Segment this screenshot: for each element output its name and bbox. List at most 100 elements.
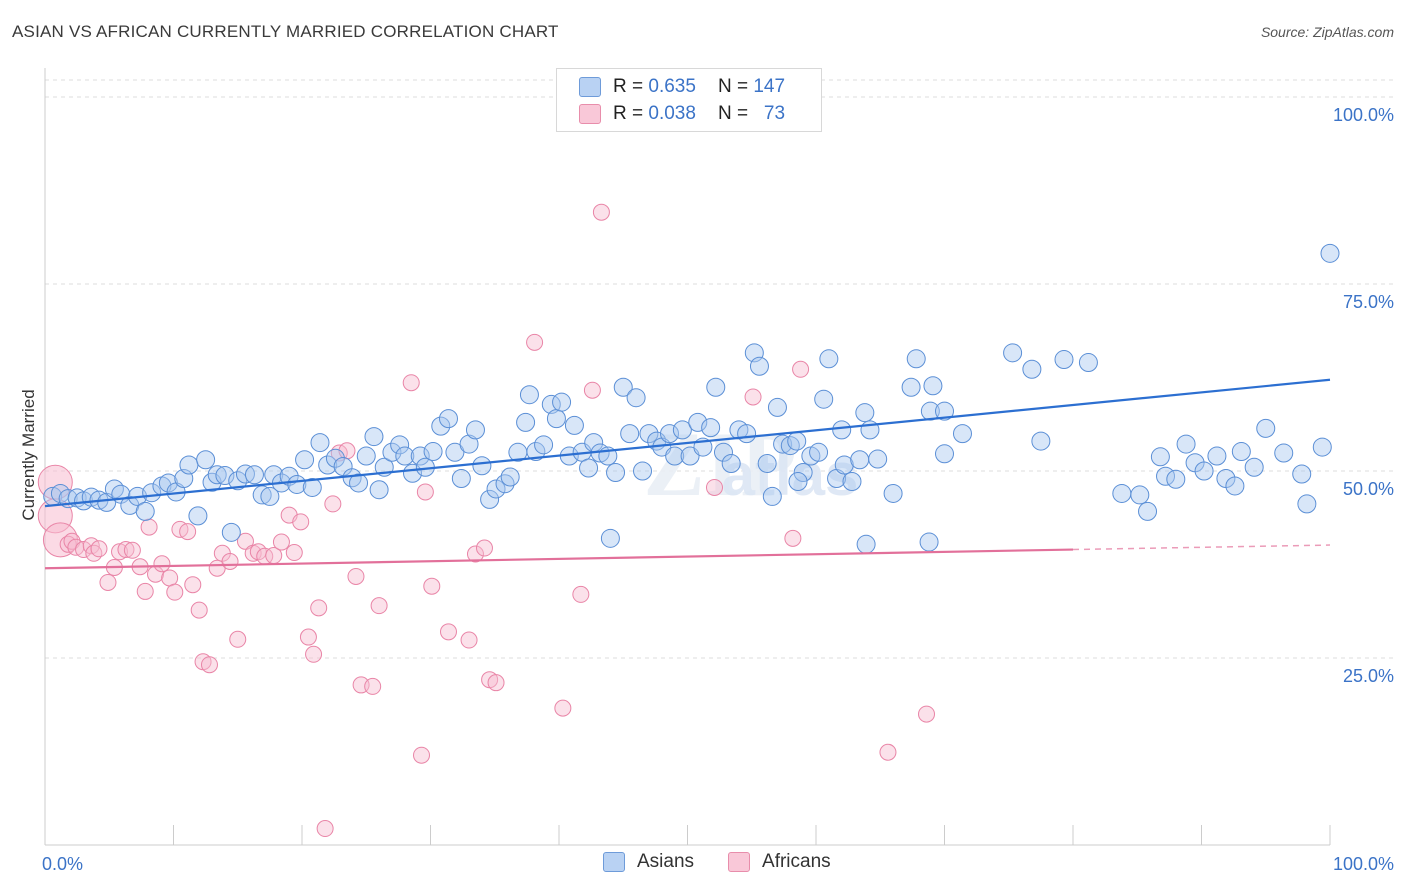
africans-legend-swatch [728, 852, 751, 872]
legend-row-africans: R = 0.038 N = 73 [579, 102, 785, 126]
point-asian-128 [1031, 431, 1051, 451]
point-asian-129 [1054, 350, 1074, 370]
point-asian-61 [486, 479, 506, 499]
point-asian-94 [706, 377, 726, 397]
point-asian-65 [516, 412, 536, 432]
africans-n-label: N = [717, 103, 749, 124]
point-asian-28 [252, 485, 272, 505]
point-asian-84 [639, 424, 659, 444]
point-asian-120 [901, 377, 921, 397]
point-asian-58 [465, 420, 485, 440]
point-asian-93 [701, 418, 721, 438]
point-african-30 [221, 553, 239, 571]
point-african-52 [402, 374, 420, 392]
point-asian-123 [923, 376, 943, 396]
y-tick-label-25: 25.0% [1343, 666, 1394, 686]
point-asian-124 [935, 444, 954, 464]
asians-r-label: R = [613, 76, 644, 97]
point-asian-100 [749, 356, 769, 376]
point-african-20 [161, 569, 179, 587]
point-asian-142 [1231, 442, 1251, 462]
point-asian-62 [495, 474, 515, 494]
point-asian-147 [1297, 494, 1317, 514]
point-asian-18 [179, 455, 199, 475]
point-asian-52 [423, 442, 443, 462]
point-asian-38 [325, 448, 345, 468]
asians-swatch [579, 77, 601, 97]
point-asian-35 [302, 477, 322, 497]
point-african-65 [583, 381, 601, 399]
point-african-42 [305, 645, 323, 663]
point-african-71 [879, 743, 897, 761]
asians-legend-swatch [603, 852, 625, 872]
point-asian-56 [451, 468, 471, 488]
point-asian-46 [382, 442, 402, 462]
point-asian-29 [260, 486, 280, 506]
x-tick-label-min: 0.0% [42, 854, 83, 874]
point-asian-22 [207, 465, 227, 485]
point-asian-101 [757, 454, 777, 474]
point-asian-96 [721, 454, 741, 474]
point-asian-107 [793, 462, 813, 482]
point-african-67 [705, 478, 723, 496]
point-asian-63 [500, 467, 520, 487]
point-african-17 [140, 518, 158, 536]
point-african-48 [347, 567, 365, 585]
point-asian-19 [188, 506, 208, 526]
point-asian-127 [1022, 359, 1042, 379]
asians-n-label: N = [717, 76, 749, 97]
point-african-31 [229, 630, 247, 648]
point-asian-149 [1320, 243, 1340, 263]
x-tick-label-max: 100.0% [1333, 854, 1394, 874]
y-tick-label-75: 75.0% [1343, 292, 1394, 312]
point-african-25 [190, 601, 208, 619]
africans-swatch [579, 104, 601, 124]
point-asian-41 [349, 473, 369, 493]
point-asian-121 [906, 349, 926, 369]
point-asian-143 [1244, 457, 1264, 477]
point-african-59 [475, 539, 493, 557]
legend-item-asians[interactable]: Asians [603, 851, 694, 873]
point-asian-81 [620, 424, 640, 444]
point-african-14 [123, 541, 141, 559]
asians-r-value: 0.635 [648, 76, 696, 97]
point-asian-125 [952, 424, 972, 444]
point-african-57 [460, 631, 478, 649]
point-asian-151 [856, 534, 876, 554]
point-african-9 [90, 540, 108, 558]
legend-row-asians: R = 0.635 N = 147 [579, 75, 785, 99]
point-asian-68 [534, 435, 554, 455]
point-asian-152 [600, 528, 620, 548]
point-asian-79 [606, 462, 626, 482]
watermark: ZIP [643, 413, 796, 515]
point-african-68 [744, 388, 762, 406]
point-asian-154 [1112, 483, 1132, 503]
point-african-21 [166, 583, 184, 601]
point-african-64 [572, 585, 590, 603]
point-asian-27 [244, 465, 264, 485]
point-asian-87 [660, 424, 680, 444]
point-asian-146 [1292, 464, 1312, 484]
africans-n-value: 73 [763, 103, 786, 124]
point-african-45 [324, 495, 342, 513]
series-legend: Asians Africans [603, 851, 865, 873]
point-african-70 [792, 360, 810, 378]
point-african-62 [526, 333, 544, 351]
point-asian-66 [519, 385, 539, 405]
point-asian-75 [579, 458, 599, 478]
legend-item-africans[interactable]: Africans [728, 851, 831, 873]
grid-lines [45, 79, 1394, 659]
point-asian-47 [390, 435, 410, 455]
point-african-58 [466, 545, 484, 563]
point-asian-118 [868, 449, 888, 469]
trend-lines [44, 378, 1331, 570]
point-asian-43 [364, 427, 384, 447]
x-tick-labels: 0.0% 100.0% [42, 854, 1394, 874]
point-african-37 [272, 533, 290, 551]
point-african-16 [136, 582, 154, 600]
watermark-suffix: atlas [722, 441, 859, 508]
point-asian-48 [395, 446, 415, 466]
point-asian-36 [310, 433, 330, 453]
point-asian-23 [215, 465, 235, 485]
